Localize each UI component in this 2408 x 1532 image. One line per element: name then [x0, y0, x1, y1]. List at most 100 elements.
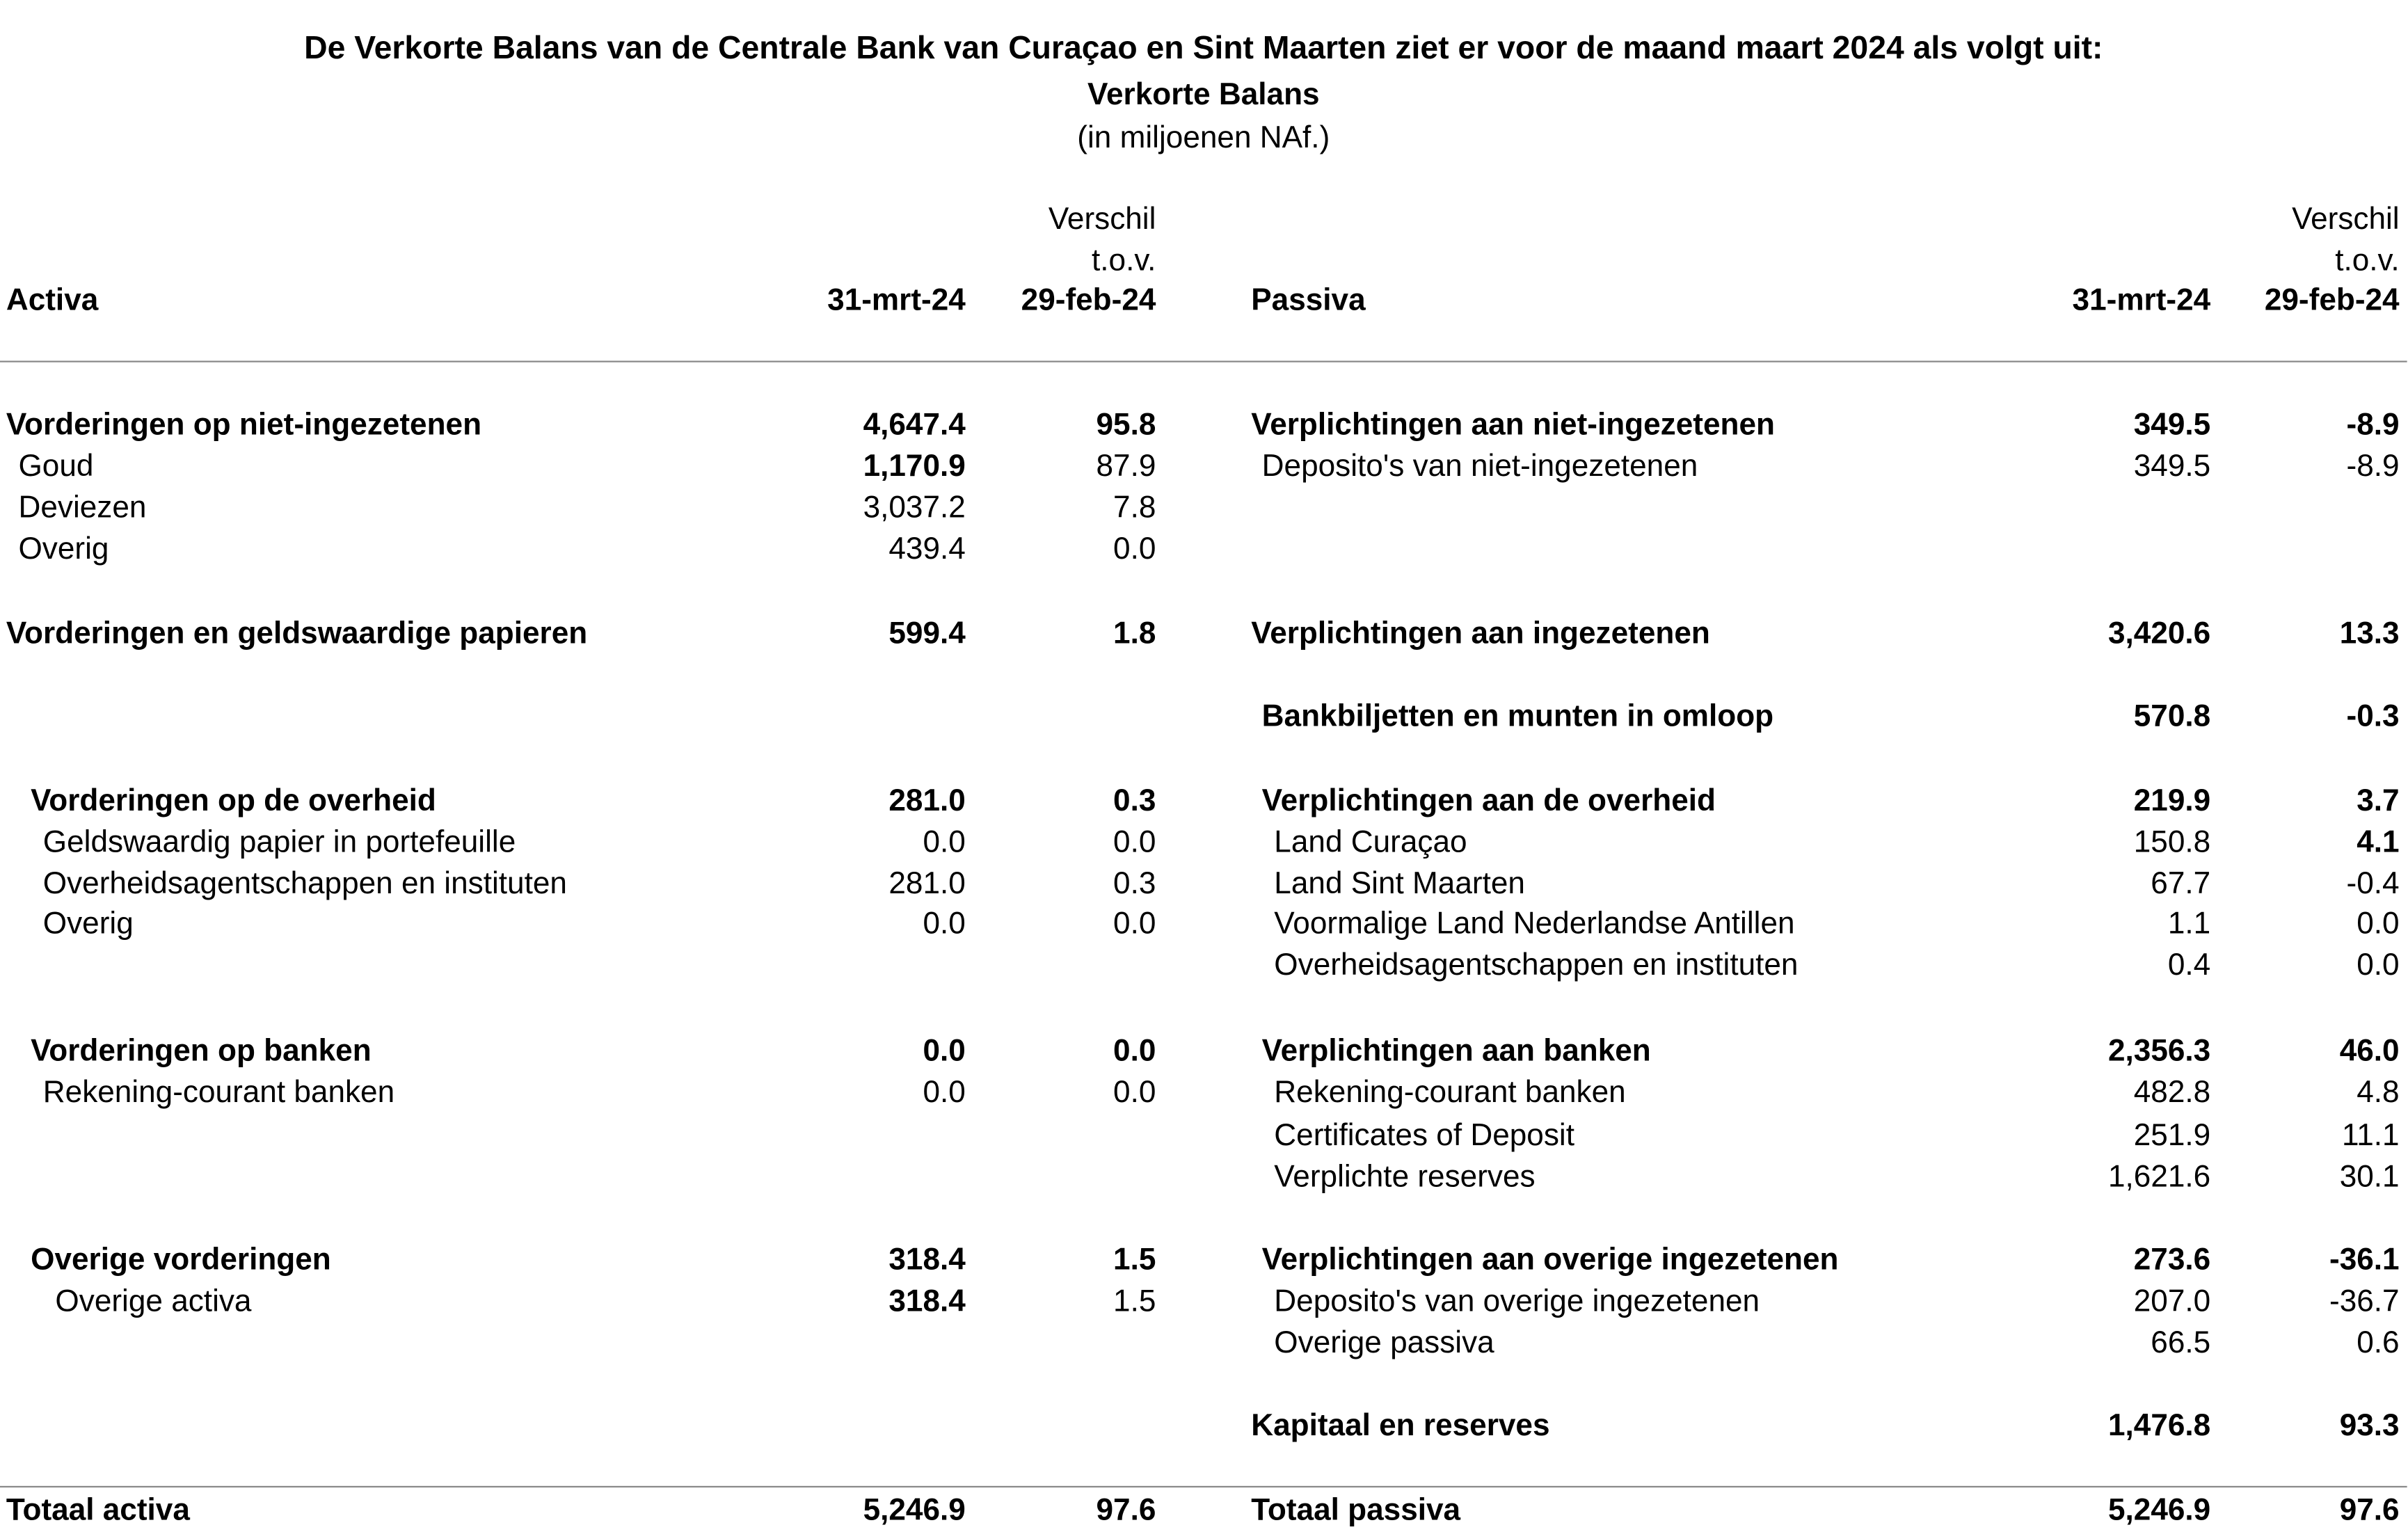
- difference: 1.5: [1113, 1243, 1156, 1277]
- row-label: Geldswaardig papier in portefeuille: [42, 826, 516, 860]
- row-label: Overheidsagentschappen en instituten: [42, 867, 567, 902]
- amount: 482.8: [2133, 1076, 2211, 1110]
- difference: 4.8: [2357, 1076, 2400, 1110]
- row-label: Totaal activa: [6, 1493, 190, 1528]
- row-label: Land Sint Maarten: [1274, 867, 1525, 902]
- row-label: Vorderingen op de overheid: [31, 784, 436, 819]
- difference: 4.1: [2357, 826, 2400, 860]
- difference: 0.0: [1113, 907, 1156, 941]
- column-header: Activa: [6, 284, 99, 318]
- difference: 1.5: [1113, 1284, 1156, 1319]
- difference: 97.6: [2339, 1493, 2400, 1528]
- row-label: Overig: [18, 532, 109, 567]
- amount: 349.5: [2133, 449, 2211, 484]
- total-rule: [0, 1485, 2407, 1488]
- column-header: Verschil: [1048, 202, 1156, 237]
- amount: 318.4: [888, 1243, 966, 1277]
- difference: 97.6: [1096, 1493, 1156, 1528]
- difference: 7.8: [1113, 491, 1156, 525]
- column-header: Passiva: [1251, 284, 1366, 318]
- row-label: Verplichtingen aan overige ingezetenen: [1261, 1243, 1839, 1277]
- amount: 0.4: [2167, 948, 2211, 983]
- row-label: Deposito's van niet-ingezetenen: [1261, 449, 1698, 484]
- title: De Verkorte Balans van de Centrale Bank …: [304, 31, 2103, 66]
- column-header: 29-feb-24: [1021, 284, 1156, 318]
- row-label: Vorderingen op niet-ingezetenen: [6, 408, 482, 442]
- difference: -8.9: [2346, 408, 2400, 442]
- difference: 13.3: [2339, 616, 2400, 651]
- amount: 5,246.9: [2107, 1493, 2211, 1528]
- row-label: Overig: [42, 907, 134, 941]
- row-label: Verplichtingen aan ingezetenen: [1251, 616, 1710, 651]
- difference: 1.8: [1113, 616, 1156, 651]
- amount: 219.9: [2133, 784, 2211, 819]
- amount: 1,170.9: [863, 449, 966, 484]
- column-header: 31-mrt-24: [827, 284, 966, 318]
- difference: 93.3: [2339, 1409, 2400, 1444]
- amount: 0.0: [923, 1035, 966, 1069]
- column-header: t.o.v.: [1092, 243, 1156, 278]
- row-label: Verplichtingen aan niet-ingezetenen: [1251, 408, 1775, 442]
- difference: -36.7: [2329, 1284, 2400, 1319]
- amount: 5,246.9: [863, 1493, 966, 1528]
- amount: 281.0: [888, 867, 966, 902]
- column-header: 29-feb-24: [2264, 284, 2400, 318]
- difference: 87.9: [1096, 449, 1156, 484]
- difference: 0.6: [2357, 1326, 2400, 1360]
- column-header: Verschil: [2292, 202, 2400, 237]
- row-label: Deposito's van overige ingezetenen: [1274, 1284, 1760, 1319]
- row-label: Rekening-courant banken: [42, 1076, 395, 1110]
- row-label: Vorderingen en geldswaardige papieren: [6, 616, 588, 651]
- row-label: Goud: [18, 449, 94, 484]
- amount: 251.9: [2133, 1119, 2211, 1154]
- amount: 273.6: [2133, 1243, 2211, 1277]
- difference: 46.0: [2339, 1035, 2400, 1069]
- difference: 0.3: [1113, 784, 1156, 819]
- row-label: Kapitaal en reserves: [1251, 1409, 1550, 1444]
- difference: 3.7: [2357, 784, 2400, 819]
- unit: (in miljoenen NAf.): [1077, 121, 1330, 155]
- difference: -0.3: [2346, 700, 2400, 734]
- amount: 599.4: [888, 616, 966, 651]
- row-label: Overige activa: [55, 1284, 252, 1319]
- header-rule: [0, 360, 2407, 362]
- difference: 11.1: [2341, 1119, 2400, 1154]
- amount: 3,037.2: [863, 491, 966, 525]
- row-label: Overige vorderingen: [31, 1243, 331, 1277]
- row-label: Rekening-courant banken: [1274, 1076, 1626, 1110]
- difference: 0.0: [1113, 1035, 1156, 1069]
- amount: 1,476.8: [2107, 1409, 2211, 1444]
- difference: 0.3: [1113, 867, 1156, 902]
- difference: 0.0: [1113, 1076, 1156, 1110]
- amount: 0.0: [923, 826, 966, 860]
- row-label: Verplichtingen aan banken: [1261, 1035, 1651, 1069]
- amount: 281.0: [888, 784, 966, 819]
- difference: -8.9: [2346, 449, 2400, 484]
- row-label: Overige passiva: [1274, 1326, 1494, 1360]
- row-label: Voormalige Land Nederlandse Antillen: [1274, 907, 1795, 941]
- amount: 0.0: [923, 907, 966, 941]
- difference: -0.4: [2346, 867, 2400, 902]
- row-label: Verplichte reserves: [1274, 1160, 1536, 1195]
- difference: 0.0: [2357, 907, 2400, 941]
- amount: 318.4: [888, 1284, 966, 1319]
- row-label: Bankbiljetten en munten in omloop: [1261, 700, 1774, 734]
- difference: 0.0: [1113, 826, 1156, 860]
- amount: 0.0: [923, 1076, 966, 1110]
- amount: 207.0: [2133, 1284, 2211, 1319]
- amount: 2,356.3: [2107, 1035, 2211, 1069]
- amount: 1,621.6: [2107, 1160, 2211, 1195]
- amount: 1.1: [2167, 907, 2211, 941]
- difference: -36.1: [2329, 1243, 2400, 1277]
- row-label: Certificates of Deposit: [1274, 1119, 1574, 1154]
- difference: 0.0: [2357, 948, 2400, 983]
- row-label: Land Curaçao: [1274, 826, 1467, 860]
- difference: 30.1: [2339, 1160, 2400, 1195]
- amount: 66.5: [2151, 1326, 2211, 1360]
- amount: 67.7: [2151, 867, 2211, 902]
- amount: 349.5: [2133, 408, 2211, 442]
- row-label: Totaal passiva: [1251, 1493, 1461, 1528]
